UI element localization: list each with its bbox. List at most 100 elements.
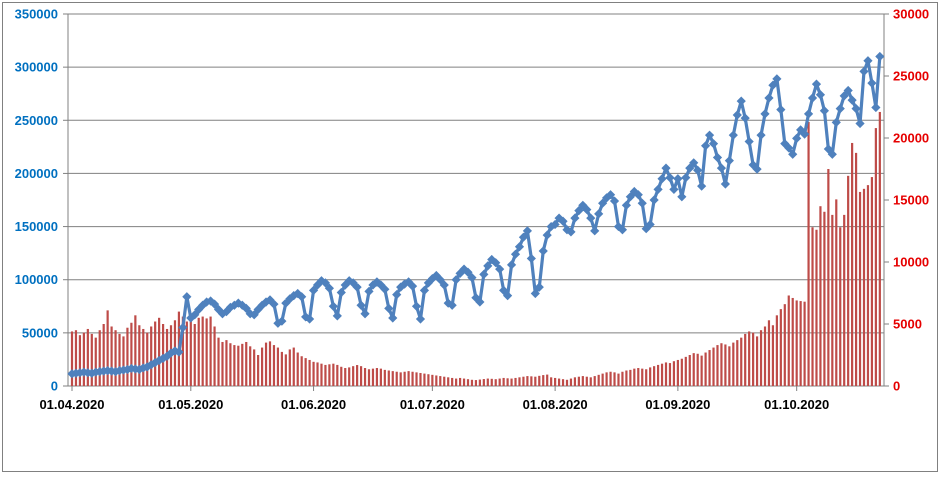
bar — [466, 379, 470, 386]
bar — [843, 214, 846, 386]
bar — [847, 175, 850, 386]
bar — [676, 359, 679, 386]
bar — [427, 374, 430, 386]
bar — [858, 191, 862, 386]
bar — [744, 333, 747, 386]
bar — [260, 347, 264, 386]
y-axis-left-label: 150000 — [15, 219, 58, 234]
bar — [625, 370, 628, 386]
bar — [878, 111, 881, 387]
y-axis-right-label: 30000 — [893, 7, 929, 22]
bar — [740, 337, 743, 386]
bar — [593, 376, 596, 386]
bar — [752, 332, 755, 386]
bar — [664, 362, 668, 386]
bar — [296, 352, 299, 386]
bar — [597, 374, 600, 386]
bar — [241, 343, 244, 386]
bar — [359, 366, 363, 386]
bar — [633, 368, 636, 386]
bar — [344, 368, 347, 386]
bar — [720, 343, 723, 386]
bar — [716, 345, 719, 386]
bar — [367, 369, 371, 386]
y-axis-left-label: 100000 — [15, 272, 58, 287]
bar — [605, 372, 608, 386]
x-axis-label: 01.05.2020 — [158, 397, 223, 412]
bar — [332, 363, 335, 386]
bar — [126, 327, 129, 386]
bar — [518, 377, 521, 386]
bar — [74, 330, 78, 386]
bar — [280, 351, 283, 386]
bar — [759, 330, 763, 386]
bar — [181, 316, 184, 386]
bar — [403, 371, 406, 386]
bar — [502, 377, 505, 386]
bar — [775, 315, 778, 386]
y-axis-left-label: 50000 — [22, 325, 58, 340]
y-axis-right-label: 0 — [893, 379, 900, 394]
bar — [787, 295, 790, 386]
bar — [268, 341, 272, 386]
bar — [478, 379, 481, 386]
bar — [189, 319, 192, 386]
bar — [577, 376, 580, 386]
bar — [874, 128, 877, 386]
x-axis-label: 01.07.2020 — [400, 397, 465, 412]
bar — [387, 370, 390, 386]
bar — [538, 375, 541, 386]
bar — [276, 347, 280, 386]
bar — [688, 355, 691, 386]
bar — [284, 354, 287, 386]
bar — [696, 353, 699, 386]
bar — [340, 366, 343, 386]
bar — [435, 375, 438, 386]
bar — [641, 368, 644, 386]
bar — [870, 177, 874, 386]
bar — [585, 376, 588, 386]
bar — [419, 372, 422, 386]
bar — [827, 169, 830, 386]
bar — [811, 227, 814, 386]
bar — [253, 349, 256, 386]
bar — [352, 366, 355, 386]
bar — [526, 376, 529, 386]
bar — [379, 368, 382, 386]
bar — [158, 317, 161, 386]
bar — [221, 341, 224, 386]
bar — [98, 330, 101, 386]
bar — [684, 356, 687, 386]
bar — [672, 361, 676, 386]
bar — [233, 345, 236, 386]
bar — [102, 324, 105, 386]
bar — [399, 372, 402, 386]
bar — [561, 379, 565, 386]
y-axis-right-label: 15000 — [893, 193, 929, 208]
bar — [613, 372, 616, 386]
bar — [288, 349, 291, 386]
y-axis-right-label: 25000 — [893, 69, 929, 84]
y-axis-right-label: 10000 — [893, 255, 929, 270]
bar — [835, 199, 838, 386]
bar — [312, 361, 315, 386]
bar — [783, 304, 786, 386]
bar — [851, 142, 854, 386]
bar — [767, 320, 771, 386]
bar — [557, 378, 561, 386]
bar — [114, 330, 117, 386]
bar — [692, 353, 695, 386]
bar — [494, 379, 497, 386]
bar — [348, 367, 351, 386]
bar — [700, 355, 703, 386]
bar — [649, 367, 652, 386]
bar — [819, 206, 822, 386]
bar — [197, 317, 200, 386]
line-series — [70, 54, 882, 376]
bar — [621, 371, 624, 386]
bar — [617, 373, 620, 386]
bar — [229, 343, 232, 386]
bar — [728, 346, 731, 386]
bar — [823, 211, 826, 386]
bar — [589, 377, 592, 386]
